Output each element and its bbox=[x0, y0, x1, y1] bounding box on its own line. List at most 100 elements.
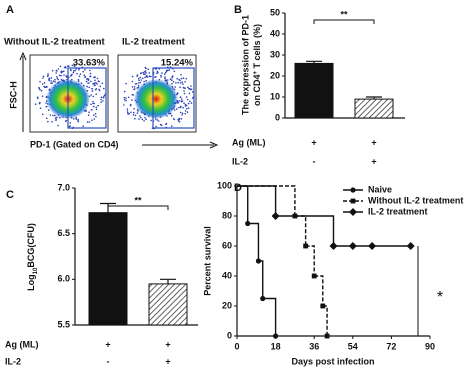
dot bbox=[184, 81, 186, 83]
dot bbox=[134, 117, 136, 120]
dot bbox=[185, 96, 188, 98]
dot bbox=[164, 79, 166, 81]
dot bbox=[95, 106, 97, 109]
dot bbox=[125, 99, 127, 102]
dot bbox=[178, 106, 180, 109]
dot bbox=[167, 69, 169, 72]
error-bar bbox=[306, 60, 322, 64]
dot bbox=[180, 77, 183, 80]
dot bbox=[79, 73, 82, 75]
dot bbox=[39, 80, 41, 83]
dot bbox=[188, 92, 191, 95]
bar bbox=[88, 212, 128, 326]
dot bbox=[43, 85, 45, 88]
dot bbox=[63, 70, 65, 72]
dot bbox=[88, 86, 90, 89]
arrow-head bbox=[19, 51, 27, 61]
dot bbox=[88, 121, 91, 123]
significance: ** bbox=[340, 9, 348, 19]
x-tick-label: 90 bbox=[425, 341, 435, 351]
dot bbox=[183, 102, 185, 104]
dot bbox=[87, 79, 90, 81]
dot bbox=[186, 111, 189, 113]
dot bbox=[89, 72, 92, 75]
dot bbox=[156, 119, 158, 121]
dot bbox=[94, 89, 97, 91]
dot bbox=[181, 112, 184, 115]
dot bbox=[179, 106, 182, 109]
dot bbox=[41, 95, 44, 97]
panel-label: B bbox=[234, 4, 242, 16]
dot bbox=[164, 76, 166, 78]
dot bbox=[50, 77, 53, 79]
dot bbox=[133, 111, 135, 114]
dot bbox=[92, 95, 94, 98]
dot bbox=[134, 88, 136, 90]
y-tick-label: 6.5 bbox=[57, 228, 70, 238]
bar bbox=[354, 98, 394, 119]
survival-step bbox=[322, 305, 328, 336]
dot bbox=[182, 83, 184, 85]
dot bbox=[144, 73, 146, 75]
dot bbox=[96, 77, 99, 80]
legend-label: IL-2 treatment bbox=[368, 206, 428, 216]
dot bbox=[77, 78, 80, 81]
dot bbox=[176, 108, 178, 110]
survival-step bbox=[258, 260, 264, 299]
y-tick-label: 10 bbox=[270, 91, 280, 101]
dot bbox=[172, 80, 175, 83]
dot bbox=[141, 118, 144, 121]
y-axis-label: 10 bbox=[33, 267, 39, 274]
y-tick-label: 40 bbox=[270, 28, 280, 38]
dot bbox=[144, 76, 146, 79]
dot bbox=[102, 100, 104, 102]
dot bbox=[47, 109, 50, 111]
dot bbox=[164, 77, 166, 80]
flow-xlabel: PD-1 (Gated on CD4) bbox=[30, 139, 119, 149]
dot bbox=[139, 76, 142, 79]
row-label: Ag (ML) bbox=[232, 137, 266, 147]
dot bbox=[123, 104, 125, 106]
dot bbox=[172, 75, 174, 77]
percentage: 33.63% bbox=[73, 58, 106, 69]
marker bbox=[348, 242, 357, 250]
dot bbox=[93, 76, 95, 79]
dot bbox=[173, 118, 175, 121]
dot bbox=[102, 96, 105, 99]
dot bbox=[178, 118, 180, 121]
dot bbox=[180, 73, 182, 76]
panel-label: A bbox=[6, 4, 14, 16]
percentage: 15.24% bbox=[161, 58, 194, 69]
dot bbox=[144, 117, 146, 119]
dot bbox=[97, 104, 99, 107]
dot bbox=[101, 82, 104, 85]
dot bbox=[73, 65, 76, 67]
legend-label: Without IL-2 treatment bbox=[368, 195, 463, 205]
dot bbox=[89, 69, 91, 72]
legend-marker bbox=[349, 208, 357, 216]
dot bbox=[56, 77, 59, 80]
dot bbox=[95, 108, 98, 111]
dot bbox=[73, 118, 75, 120]
dot bbox=[60, 70, 63, 72]
marker bbox=[303, 243, 309, 249]
dot bbox=[176, 92, 179, 94]
dot bbox=[94, 79, 96, 82]
dot bbox=[145, 72, 147, 74]
dot bbox=[180, 100, 183, 103]
dot bbox=[157, 120, 160, 122]
dot bbox=[159, 123, 162, 126]
significance: * bbox=[437, 289, 443, 306]
dot bbox=[138, 82, 140, 84]
dot bbox=[150, 119, 152, 122]
y-axis-label: + bbox=[253, 71, 259, 75]
dot bbox=[38, 87, 41, 90]
dot bbox=[170, 125, 173, 127]
dot bbox=[46, 117, 48, 120]
dot bbox=[47, 73, 49, 75]
dot bbox=[43, 82, 46, 84]
dot bbox=[148, 72, 151, 74]
error-bar bbox=[366, 96, 382, 100]
dot bbox=[84, 69, 86, 71]
dot bbox=[52, 114, 54, 117]
